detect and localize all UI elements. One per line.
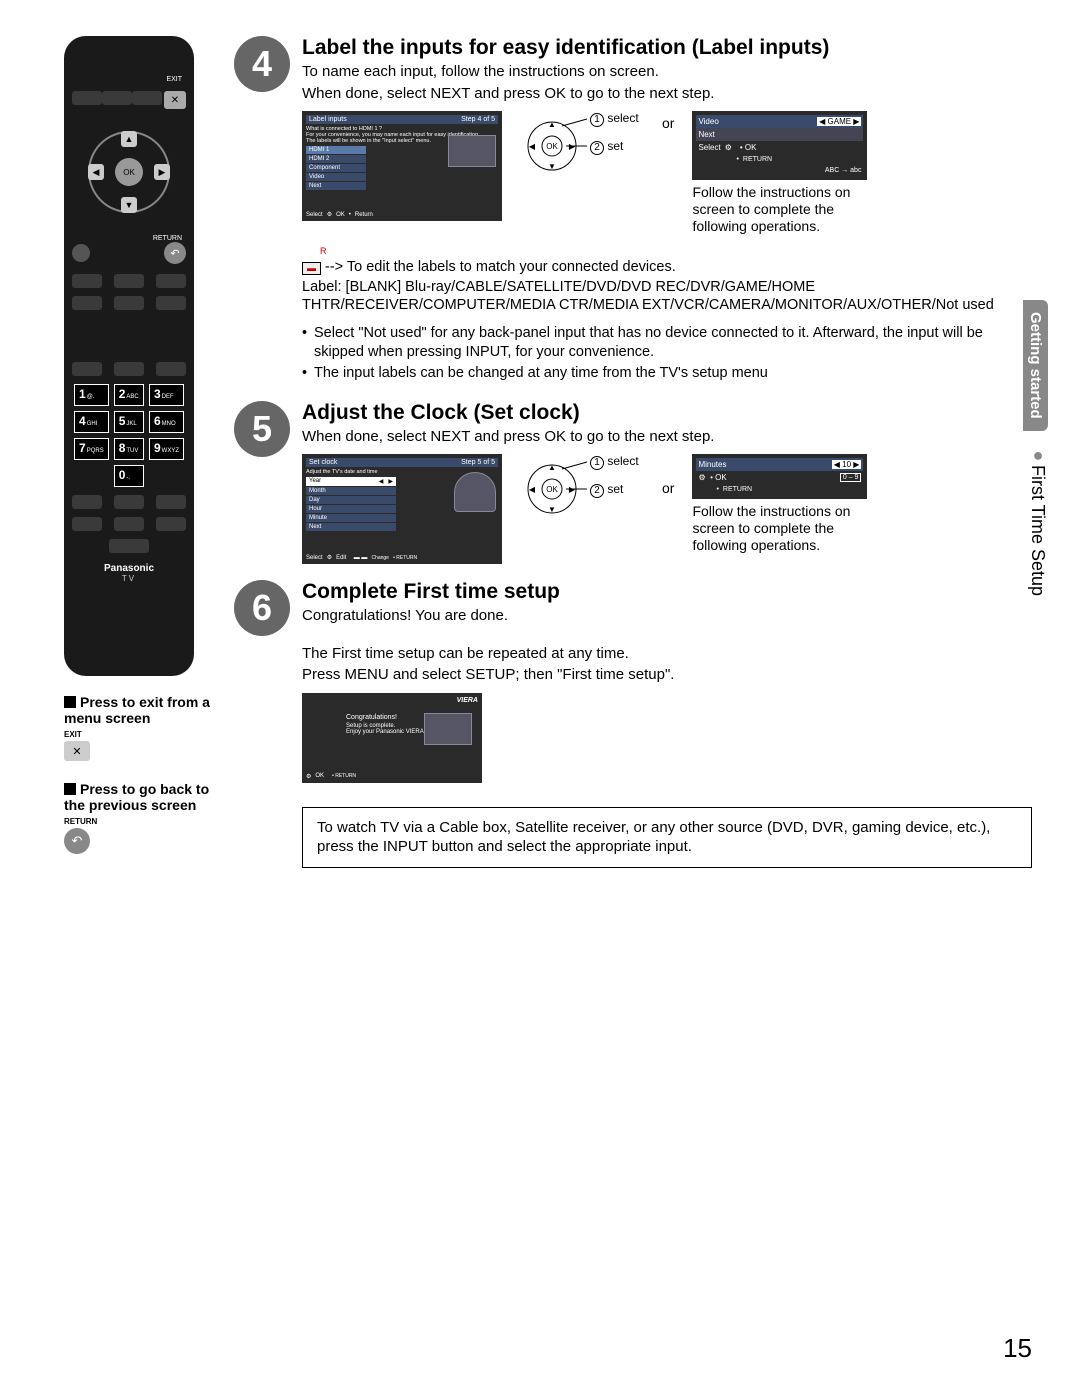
remote-btn <box>156 495 186 509</box>
remote-btn <box>109 539 149 553</box>
step-title: Label the inputs for easy identification… <box>302 36 1032 60</box>
video-follow-panel: Video◀ GAME ▶ Next Select ⚙ • OK • RETUR… <box>692 111 867 180</box>
num-9[interactable]: 9WXYZ <box>149 438 184 460</box>
remote-btn <box>156 517 186 531</box>
remote-btn <box>72 91 102 105</box>
step-text: The First time setup can be repeated at … <box>302 644 1032 664</box>
number-pad: 1@. 2ABC 3DEF 4GHI 5JKL 6MNO 7PQRS 8TUV … <box>74 384 184 487</box>
exit-button[interactable]: ✕ <box>164 91 186 109</box>
follow-text: Follow the instructions on screen to com… <box>692 503 872 553</box>
remote-btn <box>72 362 102 376</box>
num-1[interactable]: 1@. <box>74 384 109 406</box>
svg-text:▲: ▲ <box>548 463 556 472</box>
remote-btn <box>114 274 144 288</box>
tab-first-time: ●First Time Setup <box>1023 435 1052 606</box>
remote-btn <box>132 91 162 105</box>
remote-btn <box>72 274 102 288</box>
step-number: 6 <box>234 580 290 636</box>
exit-label: EXIT <box>72 76 182 83</box>
tab-getting-started: Getting started <box>1023 300 1048 431</box>
step-text: Press MENU and select SETUP; then "First… <box>302 665 1032 685</box>
exit-note: Press to exit from a menu screen EXIT ✕ <box>64 694 214 761</box>
step-number: 4 <box>234 36 290 92</box>
dpad-down[interactable]: ▼ <box>121 197 137 213</box>
step-number: 5 <box>234 401 290 457</box>
remote-btn <box>114 495 144 509</box>
remote-btn <box>102 91 132 105</box>
tv-remote: EXIT ✕ ▲ ▼ ◀ ▶ OK RETURN ↶ <box>64 36 194 676</box>
label-inputs-panel: Label inputsStep 4 of 5 What is connecte… <box>302 111 502 221</box>
step-5: 5 Adjust the Clock (Set clock) When done… <box>234 401 1032 565</box>
remote-btn <box>156 274 186 288</box>
svg-text:OK: OK <box>546 142 558 151</box>
svg-text:OK: OK <box>546 485 558 494</box>
or-text: or <box>662 480 674 496</box>
step-title: Complete First time setup <box>302 580 1032 604</box>
remote-btn <box>72 517 102 531</box>
congrats-panel: VIERA Congratulations! Setup is complete… <box>302 693 482 783</box>
svg-text:◀: ◀ <box>529 485 536 494</box>
num-3[interactable]: 3DEF <box>149 384 184 406</box>
remote-column: EXIT ✕ ▲ ▼ ◀ ▶ OK RETURN ↶ <box>64 36 214 854</box>
svg-text:◀: ◀ <box>529 142 536 151</box>
step-text: When done, select NEXT and press OK to g… <box>302 84 1032 104</box>
brand-label: Panasonic <box>72 563 186 574</box>
svg-text:▲: ▲ <box>548 120 556 129</box>
remote-btn <box>156 362 186 376</box>
num-0[interactable]: 0-. <box>114 465 144 487</box>
svg-text:▼: ▼ <box>548 162 556 171</box>
num-2[interactable]: 2ABC <box>114 384 144 406</box>
select-set-diagram: OK ▲ ▼ ◀ ▶ 1 select 2 set <box>512 111 612 186</box>
dpad: ▲ ▼ ◀ ▶ OK <box>74 117 184 227</box>
manual-page: EXIT ✕ ▲ ▼ ◀ ▶ OK RETURN ↶ <box>0 0 1080 1388</box>
dpad-right[interactable]: ▶ <box>154 164 170 180</box>
remote-btn <box>114 517 144 531</box>
page-number: 15 <box>1003 1333 1032 1364</box>
set-clock-panel: Set clockStep 5 of 5 Adjust the TV's dat… <box>302 454 502 564</box>
step4-bullets: Select "Not used" for any back-panel inp… <box>302 324 1032 383</box>
remote-btn <box>72 296 102 310</box>
step-text: Congratulations! You are done. <box>302 606 1032 626</box>
num-5[interactable]: 5JKL <box>114 411 144 433</box>
exit-icon: ✕ <box>64 741 90 761</box>
remote-btn <box>72 495 102 509</box>
return-icon: ↶ <box>64 828 90 854</box>
minutes-follow-panel: Minutes◀ 10 ▶ ⚙ • OK0 – 9 • RETURN <box>692 454 867 499</box>
ok-button[interactable]: OK <box>115 158 143 186</box>
or-text: or <box>662 115 674 131</box>
return-note: Press to go back to the previous screen … <box>64 781 214 854</box>
remote-btn <box>72 244 90 262</box>
return-label: RETURN <box>72 235 182 242</box>
brand-sub: TV <box>72 574 186 583</box>
step-text: When done, select NEXT and press OK to g… <box>302 427 1032 447</box>
remote-btn <box>114 296 144 310</box>
dpad-left[interactable]: ◀ <box>88 164 104 180</box>
return-button[interactable]: ↶ <box>164 242 186 264</box>
remote-btn <box>156 296 186 310</box>
edit-labels-note: R ▬--> To edit the labels to match your … <box>302 246 1032 314</box>
step-6: 6 Complete First time setup Congratulati… <box>234 580 1032 868</box>
select-set-diagram: OK ▲ ▼ ◀ ▶ 1 select 2 set <box>512 454 612 529</box>
step-title: Adjust the Clock (Set clock) <box>302 401 1032 425</box>
svg-text:▼: ▼ <box>548 505 556 514</box>
num-6[interactable]: 6MNO <box>149 411 184 433</box>
step-4: 4 Label the inputs for easy identificati… <box>234 36 1032 385</box>
side-tab: Getting started ●First Time Setup <box>1023 300 1052 606</box>
step-text: To name each input, follow the instructi… <box>302 62 1032 82</box>
num-4[interactable]: 4GHI <box>74 411 109 433</box>
num-8[interactable]: 8TUV <box>114 438 144 460</box>
input-note-box: To watch TV via a Cable box, Satellite r… <box>302 807 1032 868</box>
remote-btn <box>114 362 144 376</box>
dpad-up[interactable]: ▲ <box>121 131 137 147</box>
main-content: 4 Label the inputs for easy identificati… <box>234 36 1032 868</box>
num-7[interactable]: 7PQRS <box>74 438 109 460</box>
follow-text: Follow the instructions on screen to com… <box>692 184 872 234</box>
